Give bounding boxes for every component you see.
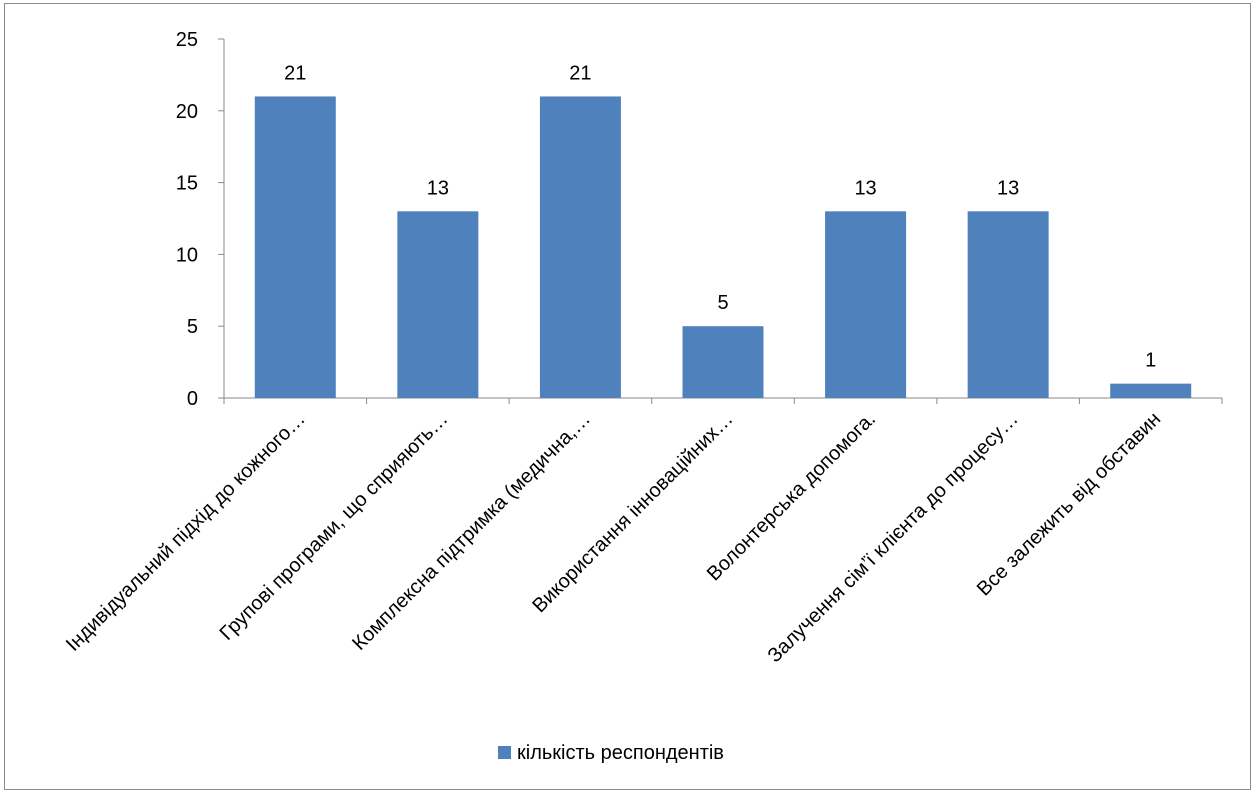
y-tick-label: 5 [187,316,198,338]
y-tick-label: 20 [176,101,198,123]
y-tick-label: 10 [176,244,198,266]
data-label: 5 [717,292,728,314]
x-category-label: Залучення сім’ї клієнта до процесу… [764,408,1023,667]
y-tick-label: 15 [176,173,198,195]
bar [1110,383,1192,398]
bar [254,96,336,398]
y-tick-label: 25 [176,29,198,51]
x-category-label: Волонтерська допомога. [703,408,880,585]
bar [397,211,479,398]
y-tick-label: 0 [187,388,198,410]
chart-category-labels: Індивідуальний підхід до кожного…Групові… [62,408,1165,667]
data-label: 21 [284,62,306,84]
chart-legend: кількість респондентів [498,742,724,764]
legend-swatch [498,746,511,759]
chart-data-labels: 21 13 21 5 13 13 1 [284,62,1156,371]
data-label: 13 [854,177,876,199]
bar [539,96,621,398]
bar [825,211,907,398]
chart-bars [254,96,1192,398]
x-category-label: Індивідуальний підхід до кожного… [62,408,310,656]
bar [682,326,764,398]
bar [967,211,1049,398]
data-label: 1 [1145,350,1156,372]
data-label: 21 [569,62,591,84]
x-category-label: Групові програми, що сприяють… [216,408,453,645]
legend-label: кількість респондентів [517,742,724,764]
x-category-label: Комплексна підтримка (медична,… [348,408,595,655]
data-label: 13 [427,177,449,199]
data-label: 13 [997,177,1019,199]
